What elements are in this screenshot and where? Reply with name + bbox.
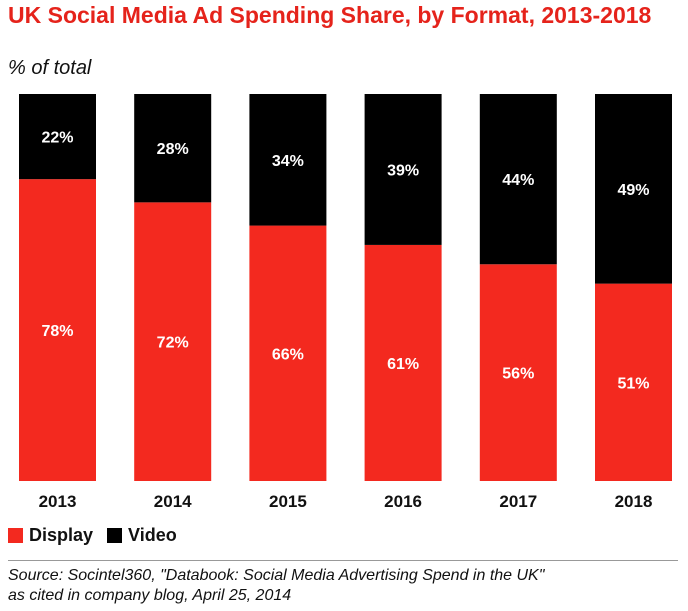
x-tick-label-2017: 2017 [499,492,537,511]
legend-label-display: Display [29,525,94,545]
source-divider [8,560,678,561]
data-label-video-2015: 34% [272,153,304,170]
legend-item-video: Video [107,525,177,546]
bar-display-2016 [364,244,442,481]
stacked-bar-chart: 78% 22% 2013 72% 28% 2014 66% 34% 2015 61% 39% 2016… [19,94,672,511]
legend: Display Video [8,525,191,546]
x-tick-label-2014: 2014 [154,492,192,511]
legend-label-video: Video [128,525,177,545]
x-tick-label-2018: 2018 [615,492,653,511]
bar-display-2013 [19,179,96,481]
data-label-display-2018: 51% [617,375,649,392]
data-label-video-2013: 22% [41,130,73,147]
bar-video-2017 [479,94,557,265]
data-label-video-2016: 39% [387,162,419,179]
x-tick-label-2016: 2016 [384,492,422,511]
source-line-2: as cited in company blog, April 25, 2014 [8,587,292,604]
chart-subtitle: % of total [8,57,92,79]
bar-display-2014 [134,202,212,482]
bar-display-2017 [479,264,557,481]
bar-video-2015 [249,94,327,226]
data-label-display-2016: 61% [387,356,419,373]
legend-item-display: Display [8,525,93,546]
bar-display-2018 [595,283,672,481]
x-tick-label-2013: 2013 [39,492,77,511]
data-label-display-2015: 66% [272,346,304,363]
x-tick-label-2015: 2015 [269,492,307,511]
bar-display-2015 [249,225,327,481]
legend-swatch-video [107,528,123,543]
legend-swatch-display [8,528,23,543]
data-label-video-2014: 28% [157,141,189,158]
data-label-video-2017: 44% [502,172,534,189]
source-note: Source: Socintel360, "Databook: Social M… [8,566,683,606]
data-label-display-2013: 78% [41,323,73,340]
data-label-display-2014: 72% [157,335,189,352]
chart-title: UK Social Media Ad Spending Share, by Fo… [8,2,652,28]
data-label-video-2018: 49% [617,182,649,199]
source-line-1: Source: Socintel360, "Databook: Social M… [8,567,545,584]
bar-video-2013 [19,94,96,180]
data-label-display-2017: 56% [502,366,534,383]
bar-video-2014 [134,94,212,203]
bar-video-2016 [364,94,442,245]
bar-video-2018 [595,94,672,284]
